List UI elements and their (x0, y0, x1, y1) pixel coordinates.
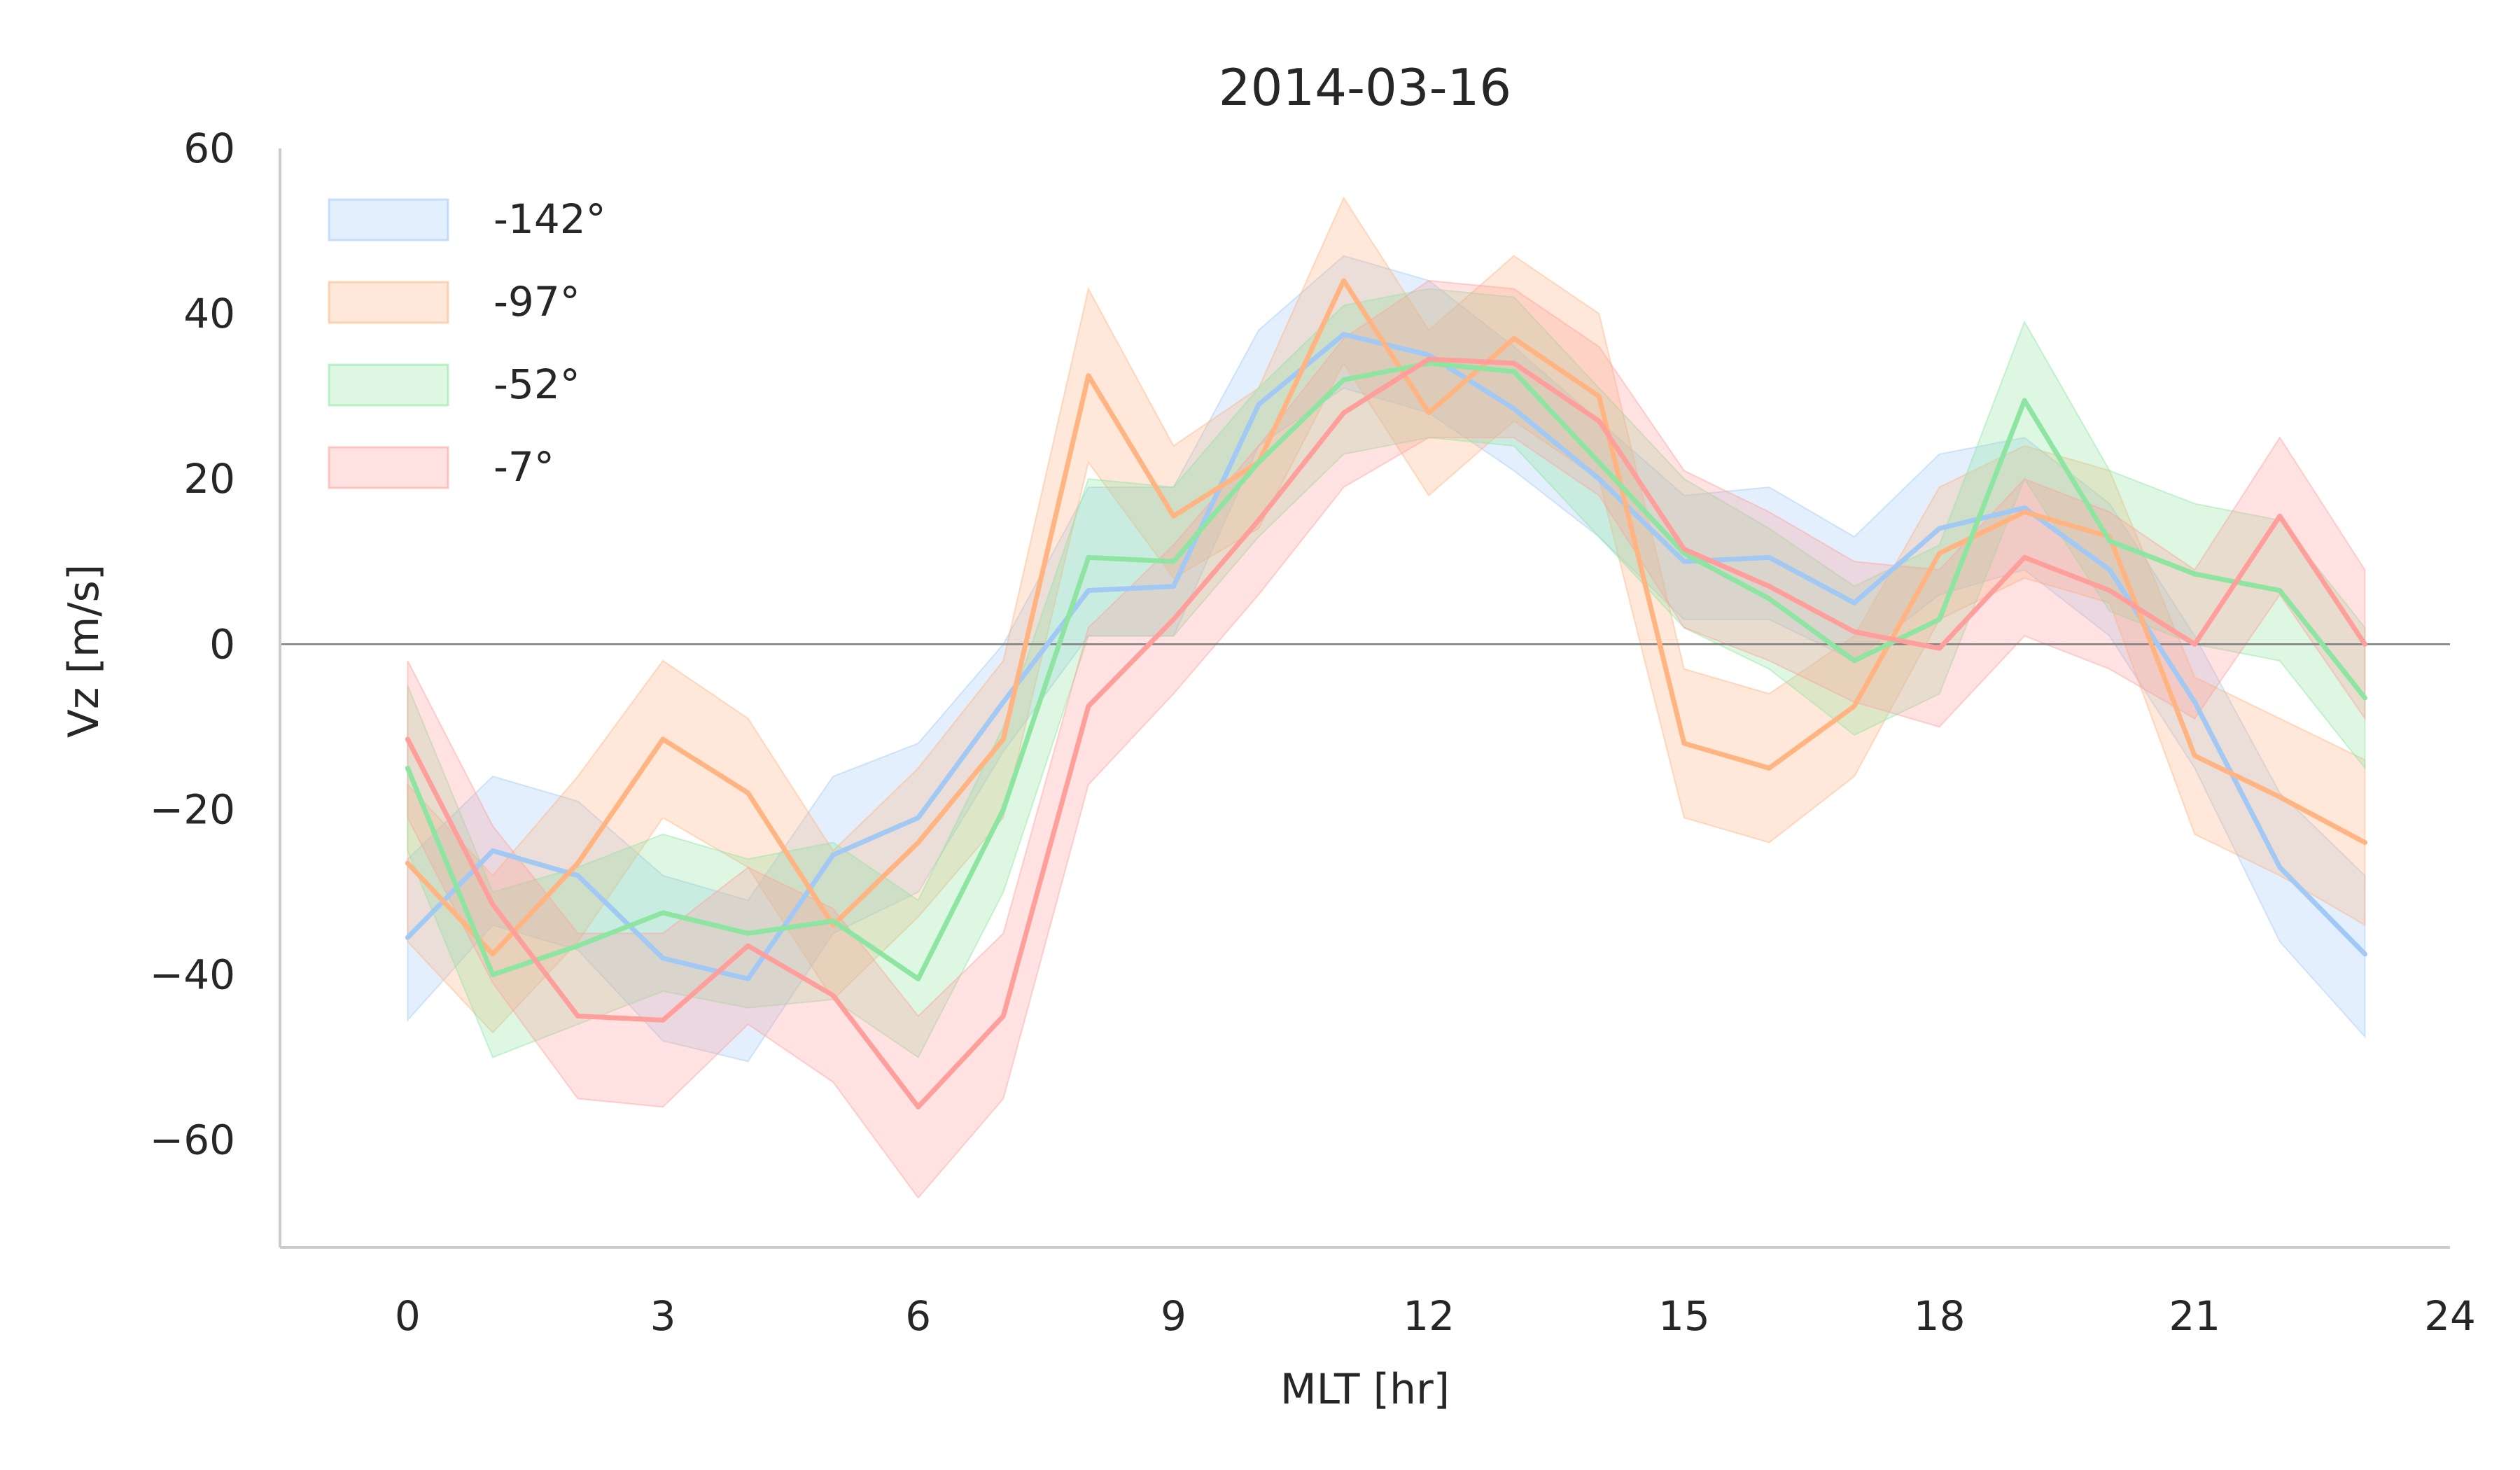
series-line-2 (405, 360, 2367, 981)
series-line-1 (405, 278, 2367, 957)
legend-swatch-1 (328, 281, 449, 324)
x-tick-label: 3 (650, 1292, 676, 1340)
axes (279, 148, 2450, 1249)
series-lines (405, 278, 2367, 1110)
legend-label-2: -52° (493, 360, 580, 408)
y-tick-label: −20 (150, 785, 235, 833)
legend-label-3: -7° (493, 443, 554, 491)
y-tick-label: −60 (150, 1116, 235, 1164)
x-tick-label: 21 (2169, 1292, 2220, 1340)
x-tick-label: 18 (1914, 1292, 1966, 1340)
x-tick-label: 24 (2424, 1292, 2476, 1340)
y-tick-labels: −60 −40 −20 0 20 40 60 (150, 125, 235, 1164)
x-tick-label: 15 (1658, 1292, 1710, 1340)
chart-title: 2014-03-16 (1219, 58, 1511, 117)
y-tick-label: −40 (150, 951, 235, 998)
legend-swatch-3 (328, 446, 449, 489)
confidence-band-series-3 (407, 279, 2366, 1199)
x-axis-label: MLT [hr] (1280, 1365, 1450, 1414)
y-axis-label: Vz [m/s] (59, 564, 108, 738)
legend-swatch-2 (328, 363, 449, 407)
y-tick-label: 40 (183, 290, 235, 337)
x-tick-labels: 0 3 6 9 12 15 18 21 24 (395, 1292, 2476, 1340)
legend-swatch-0 (328, 198, 449, 241)
confidence-band-series-2 (407, 288, 2366, 1058)
legend-label-0: -142° (493, 195, 606, 243)
legend: -142° -97° -52° -7° (328, 195, 606, 491)
y-tick-label: 60 (183, 125, 235, 172)
series-line-3 (405, 356, 2367, 1110)
x-tick-label: 12 (1403, 1292, 1455, 1340)
x-tick-label: 6 (905, 1292, 931, 1340)
x-tick-label: 9 (1161, 1292, 1186, 1340)
x-tick-label: 0 (395, 1292, 421, 1340)
confidence-band-series-1 (407, 196, 2366, 1034)
legend-label-1: -97° (493, 278, 580, 326)
y-tick-label: 20 (183, 455, 235, 503)
y-tick-label: 0 (209, 620, 235, 668)
